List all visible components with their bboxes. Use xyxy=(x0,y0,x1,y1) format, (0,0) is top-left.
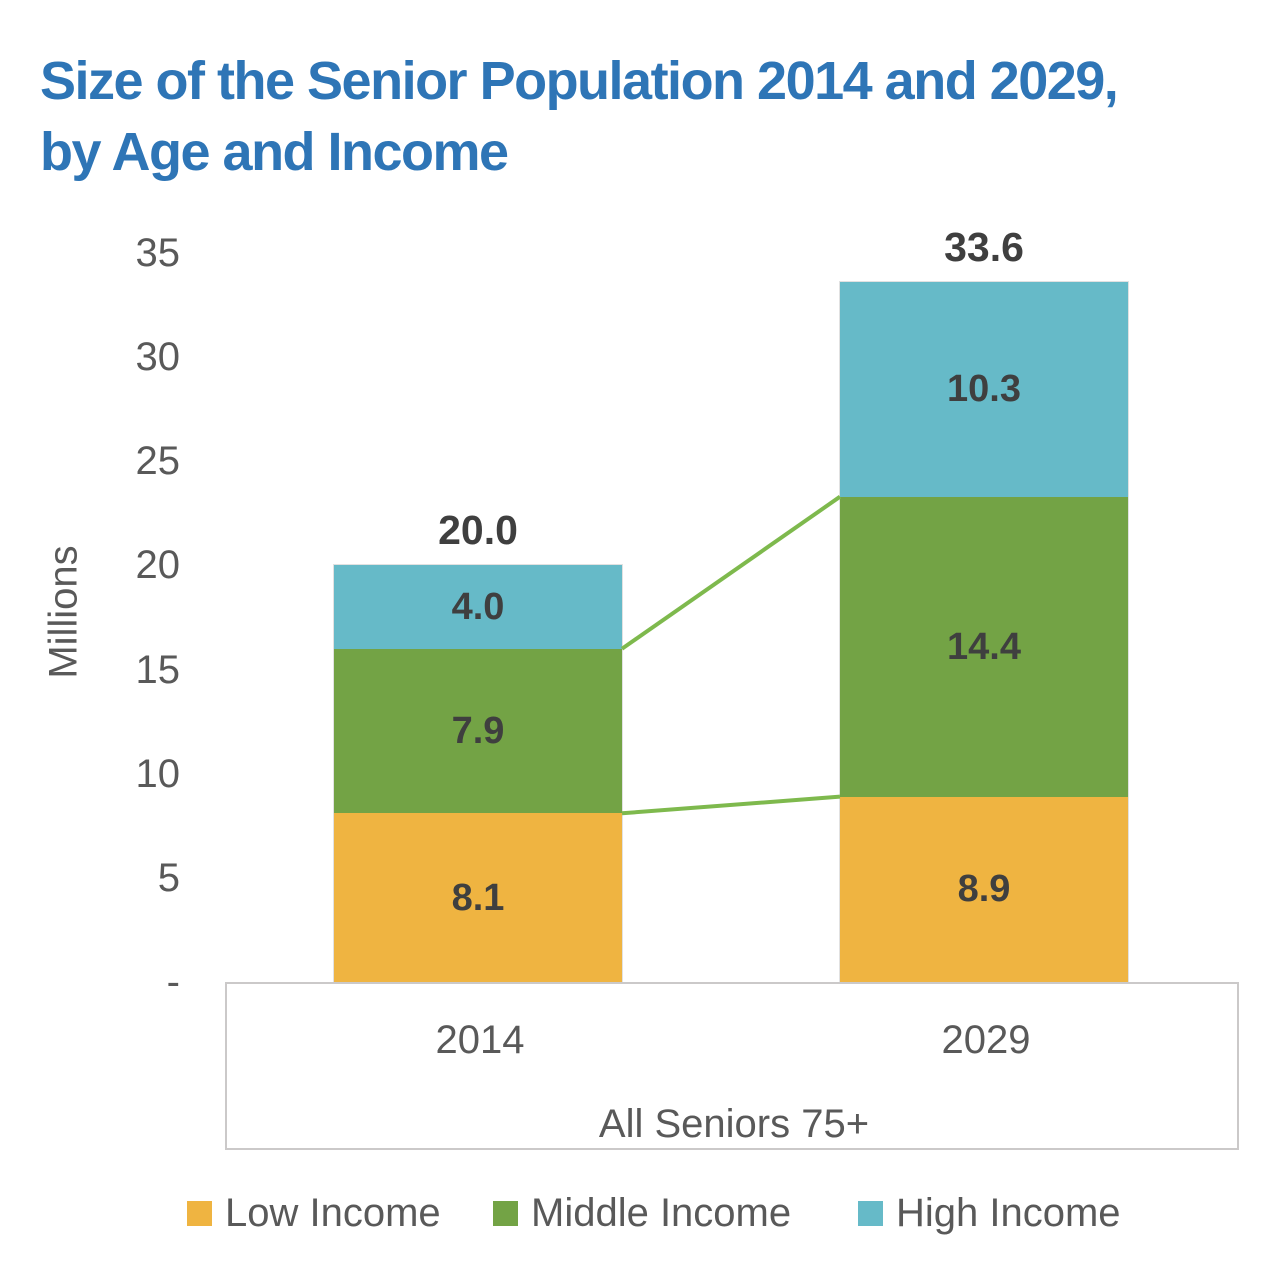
segment-value-label: 4.0 xyxy=(451,586,505,629)
bar-segment-middle-income: 14.4 xyxy=(840,496,1128,797)
y-tick-label: 20 xyxy=(135,543,181,588)
x-axis-label-2014: 2014 xyxy=(435,1018,525,1062)
stacked-bar-2014: 8.1 7.9 4.0 xyxy=(334,565,622,982)
bar-total-label: 20.0 xyxy=(438,507,518,554)
legend-item-middle-income: Middle Income xyxy=(493,1193,791,1233)
bar-segment-high-income: 4.0 xyxy=(334,565,622,649)
legend-label: High Income xyxy=(896,1191,1121,1235)
y-tick-label: 25 xyxy=(135,439,181,484)
connector-line xyxy=(620,495,842,651)
segment-value-label: 14.4 xyxy=(947,625,1021,668)
y-tick-label: 10 xyxy=(135,751,181,796)
y-tick-label: 5 xyxy=(157,855,180,900)
stacked-bar-2029: 8.9 14.4 10.3 xyxy=(840,282,1128,982)
legend-item-low-income: Low Income xyxy=(187,1193,441,1233)
chart-title: Size of the Senior Population 2014 and 2… xyxy=(40,51,1119,183)
x-axis-group-label: All Seniors 75+ xyxy=(598,1102,870,1146)
legend-label: Middle Income xyxy=(531,1191,792,1235)
bar-segment-middle-income: 7.9 xyxy=(334,648,622,814)
segment-value-label: 7.9 xyxy=(451,710,505,753)
legend-label: Low Income xyxy=(225,1191,441,1235)
legend-item-high-income: High Income xyxy=(858,1193,1121,1233)
segment-value-label: 8.9 xyxy=(957,868,1011,911)
y-tick-label: 15 xyxy=(135,647,181,692)
segment-value-label: 8.1 xyxy=(451,876,505,919)
x-axis-box: 2014 2029 All Seniors 75+ xyxy=(225,982,1239,1150)
legend-swatch-icon xyxy=(493,1200,518,1226)
y-tick-label: - xyxy=(166,960,180,1004)
bar-segment-low-income: 8.1 xyxy=(334,813,622,982)
legend-swatch-icon xyxy=(187,1200,212,1226)
x-axis-label-2029: 2029 xyxy=(941,1018,1031,1062)
bar-segment-high-income: 10.3 xyxy=(840,282,1128,497)
y-tick-label: 35 xyxy=(135,231,181,275)
legend-swatch-icon xyxy=(858,1200,883,1226)
connector-line xyxy=(621,794,841,816)
segment-value-label: 10.3 xyxy=(947,368,1021,411)
y-tick-label: 30 xyxy=(135,335,181,380)
bar-total-label: 33.6 xyxy=(944,224,1024,271)
bar-segment-low-income: 8.9 xyxy=(840,796,1128,982)
